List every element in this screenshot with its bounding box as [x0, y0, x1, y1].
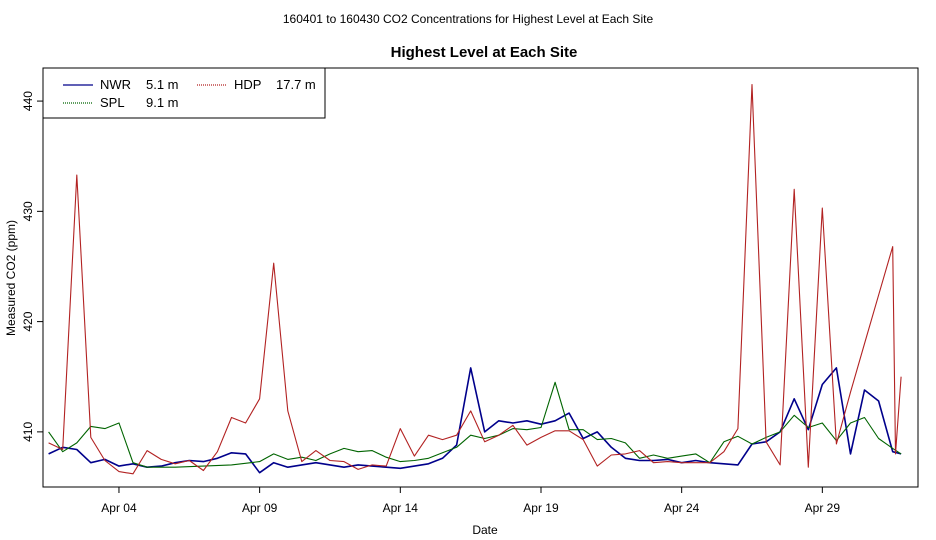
chart-title: Highest Level at Each Site	[391, 44, 578, 61]
y-tick-label: 430	[21, 201, 35, 221]
y-axis: 410 420 430 440	[21, 91, 43, 442]
series-line-hdp	[48, 83, 902, 475]
x-tick-label: Apr 14	[383, 501, 419, 515]
legend: NWR 5.1 m SPL 9.1 m HDP 17.7 m	[42, 67, 326, 119]
x-tick-label: Apr 29	[805, 501, 841, 515]
series-line-nwr	[48, 367, 902, 474]
x-tick-label: Apr 09	[242, 501, 278, 515]
y-axis-label: Measured CO2 (ppm)	[4, 220, 18, 336]
x-tick-label: Apr 24	[664, 501, 700, 515]
x-axis-label: Date	[472, 523, 498, 537]
x-axis: Apr 04 Apr 09 Apr 14 Apr 19 Apr 24 Apr 29	[101, 487, 840, 515]
legend-height-nwr: 5.1 m	[146, 77, 179, 92]
y-tick-label: 440	[21, 91, 35, 111]
y-tick-label: 420	[21, 311, 35, 331]
legend-height-hdp: 17.7 m	[276, 77, 316, 92]
plot-frame	[42, 67, 919, 488]
series-layer	[48, 83, 902, 475]
x-tick-label: Apr 04	[101, 501, 137, 515]
legend-name-spl: SPL	[100, 95, 125, 110]
legend-name-nwr: NWR	[100, 77, 131, 92]
x-tick-label: Apr 19	[523, 501, 559, 515]
page-title: 160401 to 160430 CO2 Concentrations for …	[283, 12, 654, 26]
y-tick-label: 410	[21, 422, 35, 442]
legend-box	[42, 67, 326, 119]
legend-name-hdp: HDP	[234, 77, 261, 92]
legend-height-spl: 9.1 m	[146, 95, 179, 110]
